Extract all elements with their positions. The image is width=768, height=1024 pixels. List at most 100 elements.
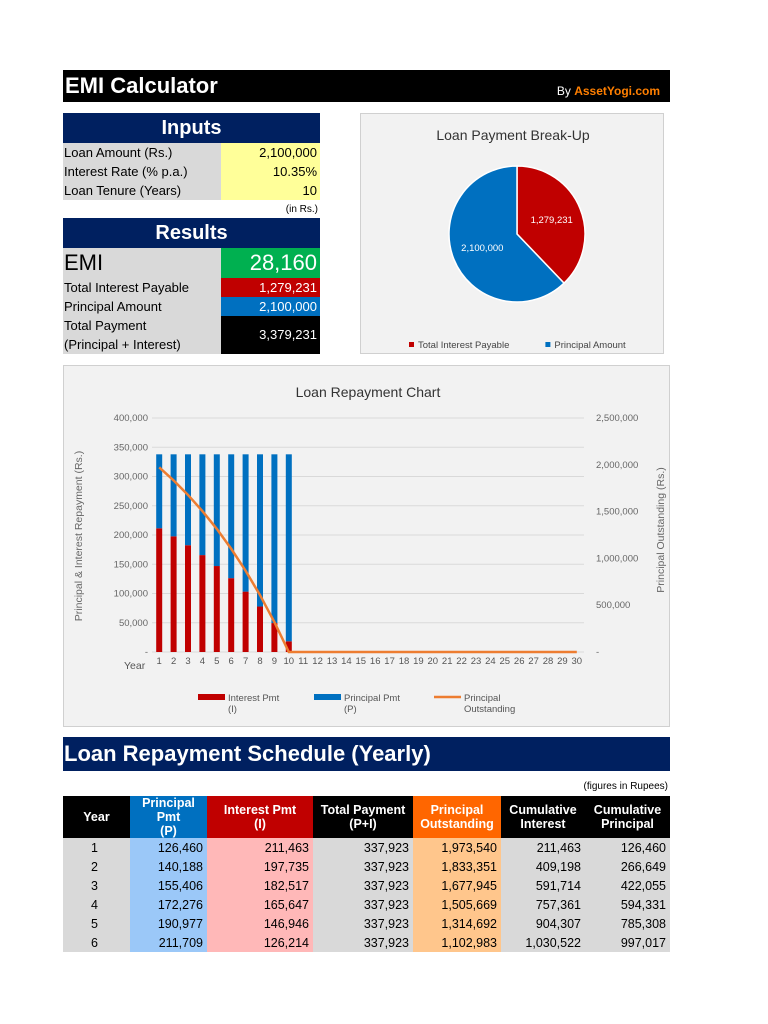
y2-tick-label: 2,000,000	[596, 460, 638, 471]
bar-principal	[271, 454, 278, 624]
bar-principal	[213, 454, 220, 567]
table-row: 1 126,460 211,463 337,923 1,973,540 211,463 12…	[63, 838, 670, 857]
bar-interest	[185, 545, 191, 652]
x-tick-label: 26	[514, 656, 525, 667]
table-cell: 1,030,522	[501, 933, 585, 952]
x-tick-label: 5	[214, 656, 219, 667]
y2-tick-label: 1,000,000	[596, 553, 638, 564]
table-cell: 409,198	[501, 857, 585, 876]
emi-label: EMI	[63, 248, 221, 278]
total-payment-row: Total Payment (Principal + Interest) 3,3…	[63, 316, 320, 354]
pie-title: Loan Payment Break-Up	[436, 127, 590, 143]
y2-tick-label: -	[596, 647, 599, 658]
schedule-note: (figures in Rupees)	[583, 781, 668, 792]
bar-interest	[242, 591, 249, 652]
x-tick-label: 4	[200, 656, 205, 667]
repayment-chart-panel: Loan Repayment Chart - 50,000 100,000 150,00…	[63, 365, 670, 727]
pie-data-label: 2,100,000	[461, 243, 503, 254]
table-cell: 1,314,692	[413, 914, 501, 933]
pie-chart: Loan Payment Break-Up 1,279,231 2,100,000 T…	[409, 127, 626, 351]
label: Total Interest Payable	[63, 278, 221, 297]
table-cell: 2	[63, 857, 130, 876]
x-tick-label: 12	[312, 656, 323, 667]
column-header: Principal Pmt (P)	[130, 796, 207, 838]
table-row: 6 211,709 126,214 337,923 1,102,983 1,030,522…	[63, 933, 670, 952]
x-tick-label: 7	[243, 656, 248, 667]
table-row: 5 190,977 146,946 337,923 1,314,692 904,307 78…	[63, 914, 670, 933]
total-payment-value: 3,379,231	[221, 316, 320, 354]
x-tick-label: 16	[370, 656, 381, 667]
bar-principal	[156, 454, 163, 529]
table-cell: 1,102,983	[413, 933, 501, 952]
table-row: 4 172,276 165,647 337,923 1,505,669 757,361 59…	[63, 895, 670, 914]
table-cell: 1,973,540	[413, 838, 501, 857]
principal-amount-row: Principal Amount 2,100,000	[63, 297, 320, 316]
x-tick-label: 8	[257, 656, 262, 667]
emi-row: EMI 28,160	[63, 248, 320, 278]
input-loan-tenure: Loan Tenure (Years) 10	[63, 181, 320, 200]
x-tick-label: 13	[327, 656, 338, 667]
x-tick-label: 30	[572, 656, 583, 667]
table-cell: 594,331	[585, 895, 670, 914]
bar-principal	[199, 454, 206, 556]
legend-label: Interest Pmt	[228, 693, 280, 704]
pie-slice	[516, 165, 586, 285]
label: Loan Amount (Rs.)	[63, 143, 221, 162]
table-cell: 757,361	[501, 895, 585, 914]
principal-amount-value: 2,100,000	[221, 297, 320, 316]
y-axis-label: Principal & Interest Repayment (Rs.)	[73, 451, 85, 621]
page-title: EMI Calculator	[65, 73, 218, 98]
x-axis-label: Year	[124, 660, 146, 672]
bar-interest	[257, 606, 263, 652]
table-row: 3 155,406 182,517 337,923 1,677,945 591,714 42…	[63, 876, 670, 895]
table-cell: 337,923	[313, 914, 413, 933]
table-cell: 904,307	[501, 914, 585, 933]
table-cell: 422,055	[585, 876, 670, 895]
table-cell: 1	[63, 838, 130, 857]
bar-principal	[228, 454, 235, 579]
bar-interest	[170, 536, 177, 652]
input-interest-rate: Interest Rate (% p.a.) 10.35%	[63, 162, 320, 181]
y2-tick-label: 2,500,000	[596, 413, 638, 424]
table-cell: 172,276	[130, 895, 207, 914]
interest-rate-field[interactable]: 10.35%	[221, 162, 320, 181]
table-cell: 6	[63, 933, 130, 952]
results-header: Results	[63, 218, 320, 248]
pie-chart-panel: Loan Payment Break-Up 1,279,231 2,100,000 T…	[360, 113, 664, 354]
bar-principal	[242, 454, 249, 592]
table-cell: 337,923	[313, 838, 413, 857]
table-cell: 337,923	[313, 933, 413, 952]
label: Total Payment (Principal + Interest)	[63, 316, 221, 354]
table-cell: 1,677,945	[413, 876, 501, 895]
loan-amount-field[interactable]: 2,100,000	[221, 143, 320, 162]
legend-label: (I)	[228, 704, 237, 715]
bar-interest	[271, 623, 278, 652]
table-cell: 126,460	[130, 838, 207, 857]
legend-label: Outstanding	[464, 704, 515, 715]
input-loan-amount: Loan Amount (Rs.) 2,100,000	[63, 143, 320, 162]
byline: By AssetYogi.com	[557, 84, 660, 98]
y-tick-label: 350,000	[114, 442, 148, 453]
schedule-table: Year Principal Pmt (P) Interest Pmt (I) Total…	[63, 796, 670, 952]
x-tick-label: 1	[157, 656, 162, 667]
schedule-title: Loan Repayment Schedule (Yearly)	[63, 737, 670, 771]
brand-link[interactable]: AssetYogi.com	[574, 84, 660, 98]
x-tick-label: 24	[485, 656, 496, 667]
table-cell: 591,714	[501, 876, 585, 895]
title-bar: EMI Calculator By AssetYogi.com	[63, 70, 670, 102]
x-tick-label: 28	[543, 656, 554, 667]
principal-label: Principal Amount	[63, 297, 221, 316]
table-cell: 155,406	[130, 876, 207, 895]
y-tick-label: 100,000	[114, 589, 148, 600]
legend-swatch	[545, 342, 551, 347]
x-tick-label: 27	[528, 656, 539, 667]
table-cell: 337,923	[313, 876, 413, 895]
x-tick-label: 25	[500, 656, 511, 667]
total-interest-row: Total Interest Payable 1,279,231	[63, 278, 320, 297]
x-tick-label: 22	[456, 656, 467, 667]
table-cell: 997,017	[585, 933, 670, 952]
bar-interest	[213, 566, 220, 652]
bar-interest	[199, 555, 206, 652]
loan-tenure-field[interactable]: 10	[221, 181, 320, 200]
table-cell: 146,946	[207, 914, 313, 933]
